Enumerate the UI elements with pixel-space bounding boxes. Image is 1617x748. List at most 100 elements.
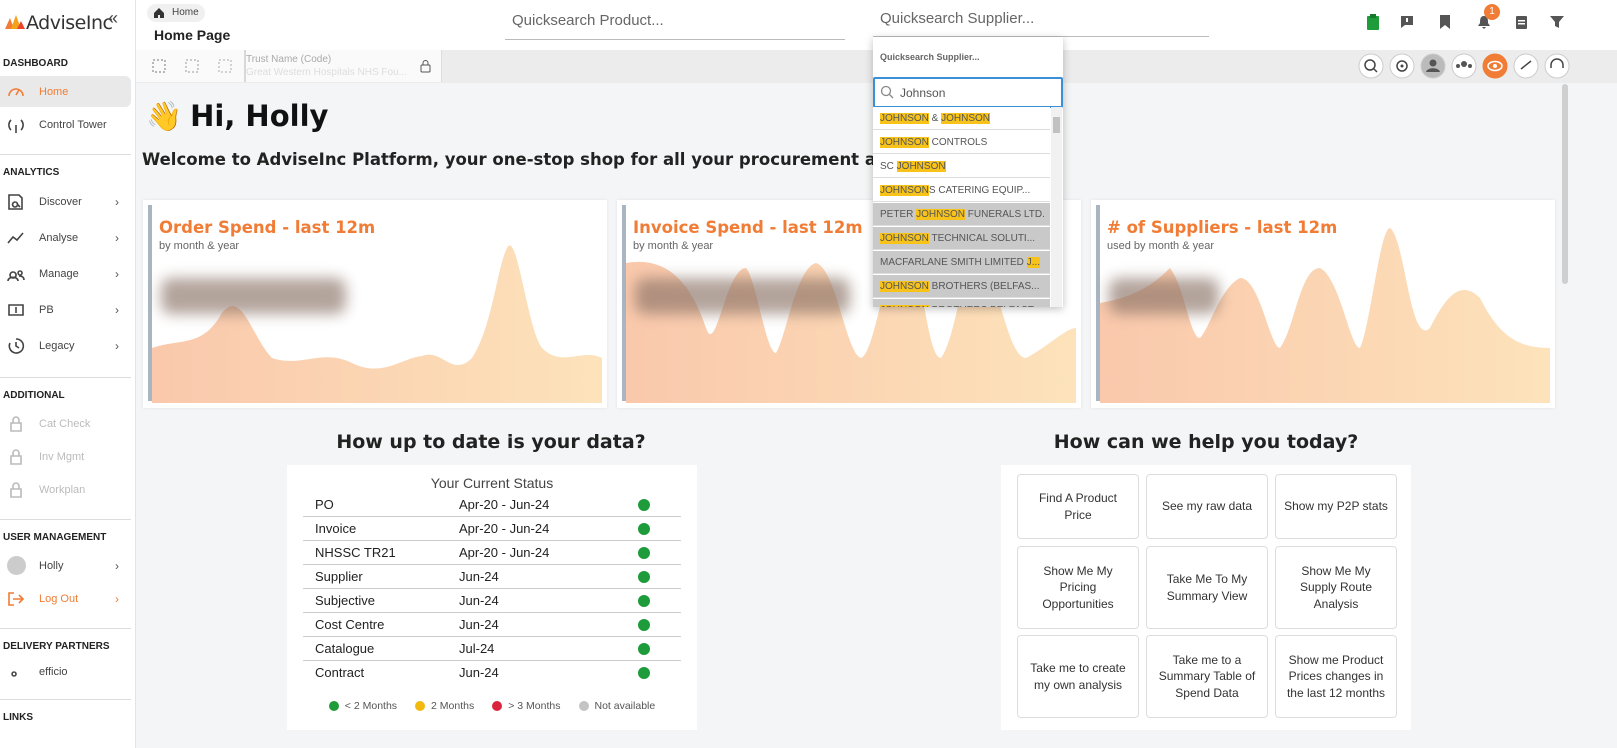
icon <box>8 591 25 606</box>
match-highlight: JOHNSON <box>880 137 929 148</box>
nav-item[interactable]: Log Out › <box>0 583 131 614</box>
status-name: NHSSC TR21 <box>315 545 396 560</box>
product-search[interactable]: Quicksearch Product... <box>505 12 845 40</box>
breadcrumb[interactable]: Home <box>147 4 205 22</box>
nav-item[interactable]: Control Tower <box>0 109 131 140</box>
dropdown-search[interactable]: Johnson <box>873 77 1063 108</box>
nav-label: Control Tower <box>39 118 107 131</box>
dropdown-item[interactable]: PETER JOHNSON FUNERALS LTD. <box>873 203 1050 226</box>
nav-item[interactable]: Cat Check <box>0 408 131 439</box>
legend-label: Not available <box>594 700 656 712</box>
icon <box>7 270 25 282</box>
help-button[interactable]: Find A Product Price <box>1017 474 1139 539</box>
trust-label: Trust Name (Code) <box>246 54 332 65</box>
breadcrumb-text: Home <box>172 7 199 18</box>
nav-item[interactable]: efficio <box>0 659 131 685</box>
icon <box>8 338 25 354</box>
status-range: Apr-20 - Jun-24 <box>459 497 550 512</box>
nav-item[interactable]: Discover › <box>0 185 131 219</box>
dropdown-item[interactable]: JOHNSON TECHNICAL SOLUTI... <box>873 227 1050 250</box>
match-highlight: JOHNSON <box>880 305 929 307</box>
collapse-button[interactable]: « <box>108 8 119 28</box>
nav-icon <box>7 415 25 433</box>
nav-icon <box>7 265 25 283</box>
nav-label: Discover <box>39 196 82 208</box>
bookmark-icon[interactable] <box>1439 14 1451 30</box>
scroll-thumb[interactable] <box>1053 117 1060 133</box>
nav-label: Log Out <box>39 592 79 605</box>
nav-label: Workplan <box>39 483 86 496</box>
help-button[interactable]: Show my P2P stats <box>1275 474 1397 539</box>
nav-icon <box>7 116 25 134</box>
help-button[interactable]: Take me to a Summary Table of Spend Data <box>1146 635 1268 718</box>
item-text: SC <box>880 161 897 172</box>
icon <box>10 481 22 498</box>
section-title: DELIVERY PARTNERS <box>3 641 110 652</box>
separator <box>0 377 131 378</box>
help-button[interactable]: Take Me To My Summary View <box>1146 546 1268 629</box>
status-name: Contract <box>315 665 365 680</box>
nav-label: Legacy <box>39 340 75 352</box>
help-button[interactable]: Show Me My Pricing Opportunities <box>1017 546 1139 629</box>
nav-item[interactable]: Home <box>0 76 131 107</box>
nav-item[interactable]: Legacy › <box>0 329 131 363</box>
page-title: Home Page <box>154 27 231 43</box>
card-value-blurred <box>1109 278 1219 314</box>
supplier-search[interactable]: Quicksearch Supplier... <box>873 10 1209 37</box>
feedback-icon[interactable] <box>1400 15 1414 29</box>
help-button-label: Find A Product Price <box>1038 491 1118 522</box>
status-name: Subjective <box>315 593 375 608</box>
card-value-blurred <box>161 278 346 314</box>
lock-icon[interactable] <box>420 59 431 73</box>
separator <box>0 519 131 520</box>
help-button-label: Show Me My Supply Route Analysis <box>1299 563 1373 611</box>
help-button[interactable]: Show Me My Supply Route Analysis <box>1275 546 1397 629</box>
clipboard-icon[interactable] <box>1366 14 1380 30</box>
kpi-card[interactable]: Order Spend - last 12m by month & year <box>143 200 607 408</box>
nav-icon <box>7 193 25 211</box>
bell-icon[interactable] <box>1477 15 1491 30</box>
sidebar: AdviseInc « DASHBOARD Home Control Tower AN… <box>0 0 136 748</box>
dropdown-item[interactable]: MACFARLANE SMITH LIMITED J... <box>873 251 1050 274</box>
dropdown-item[interactable]: JOHNSON CONTROLS <box>873 131 1050 154</box>
status-range: Jul-24 <box>459 641 495 656</box>
nav-icon <box>7 590 25 608</box>
toolbar-icons[interactable] <box>1357 52 1577 80</box>
supplier-dropdown: Quicksearch Supplier... Johnson JOHNSON & … <box>873 37 1063 307</box>
separator <box>0 628 131 629</box>
help-button[interactable]: See my raw data <box>1146 474 1268 539</box>
icon <box>11 671 17 677</box>
nav-item[interactable]: Holly › <box>0 550 131 581</box>
filter-icon[interactable] <box>1550 15 1564 29</box>
match-highlight: JOHNSON <box>916 209 966 220</box>
dropdown-item[interactable]: JOHNSON BROTHERS BELFAST <box>873 299 1050 307</box>
filter-actions[interactable] <box>152 59 232 73</box>
dropdown-item[interactable]: JOHNSON BROTHERS (BELFAS... <box>873 275 1050 298</box>
nav-label: Analyse <box>39 232 79 244</box>
legend-label: > 3 Months <box>508 700 561 712</box>
status-dot <box>638 547 650 559</box>
nav-label: PB <box>39 304 54 316</box>
status-range: Jun-24 <box>459 593 499 608</box>
nav-item[interactable]: Manage › <box>0 257 131 291</box>
card-chart <box>1100 208 1550 403</box>
dropdown-item[interactable]: JOHNSONS CATERING EQUIP... <box>873 179 1050 202</box>
dropdown-item[interactable]: JOHNSON & JOHNSON <box>873 107 1050 130</box>
nav-item[interactable]: Analyse › <box>0 221 131 255</box>
kpi-card[interactable]: # of Suppliers - last 12m used by month &… <box>1091 200 1555 408</box>
nav-item[interactable]: Workplan <box>0 474 131 505</box>
nav-item[interactable]: Inv Mgmt <box>0 441 131 472</box>
home-icon <box>154 8 164 18</box>
help-button[interactable]: Take me to create my own analysis <box>1017 635 1139 718</box>
icon <box>8 118 24 133</box>
nav-label: Inv Mgmt <box>39 450 85 463</box>
help-button[interactable]: Show me Product Prices changes in the la… <box>1275 635 1397 718</box>
scrollbar[interactable] <box>1562 84 1568 284</box>
item-text: MACFARLANE SMITH LIMITED <box>880 257 1027 268</box>
row-divider <box>303 612 681 613</box>
dropdown-item[interactable]: SC JOHNSON <box>873 155 1050 178</box>
avatar <box>7 555 26 575</box>
status-dot <box>638 595 650 607</box>
nav-item[interactable]: PB › <box>0 293 131 327</box>
tasks-icon[interactable] <box>1515 14 1528 30</box>
